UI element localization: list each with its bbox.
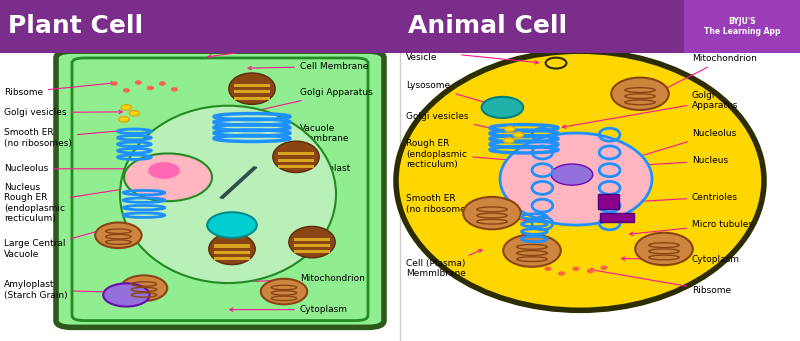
FancyBboxPatch shape <box>684 0 800 53</box>
Text: Centrioles: Centrioles <box>634 193 738 203</box>
Text: Golgi Apparatus: Golgi Apparatus <box>240 88 373 115</box>
Ellipse shape <box>207 212 257 238</box>
Ellipse shape <box>602 266 606 269</box>
Text: Animal Cell: Animal Cell <box>408 14 567 39</box>
Ellipse shape <box>160 82 166 85</box>
Ellipse shape <box>396 51 764 310</box>
Ellipse shape <box>514 132 524 137</box>
Ellipse shape <box>171 88 178 91</box>
Text: Golgi vesicles: Golgi vesicles <box>406 112 506 132</box>
Text: Cytoplasm: Cytoplasm <box>230 305 348 314</box>
Text: Pinocytotic
Vesicle: Pinocytotic Vesicle <box>406 42 538 64</box>
Ellipse shape <box>121 276 167 301</box>
Ellipse shape <box>95 223 142 248</box>
FancyBboxPatch shape <box>600 213 634 222</box>
FancyBboxPatch shape <box>56 51 384 327</box>
Ellipse shape <box>135 81 141 84</box>
Ellipse shape <box>111 82 117 85</box>
Ellipse shape <box>209 233 255 265</box>
Text: BYJU'S
The Learning App: BYJU'S The Learning App <box>704 17 781 36</box>
Text: Plant Cell: Plant Cell <box>8 14 143 39</box>
FancyBboxPatch shape <box>278 152 314 155</box>
FancyBboxPatch shape <box>214 257 250 260</box>
Ellipse shape <box>124 89 130 92</box>
FancyBboxPatch shape <box>278 165 314 168</box>
Ellipse shape <box>482 97 523 118</box>
Ellipse shape <box>120 106 336 283</box>
Text: Golgi vesicles: Golgi vesicles <box>4 108 122 117</box>
Text: Amyloplast
(Starch Grain): Amyloplast (Starch Grain) <box>4 280 122 299</box>
Text: Large Central
Vacuole: Large Central Vacuole <box>4 220 134 258</box>
Text: Druse
Crystal: Druse Crystal <box>240 222 332 241</box>
Ellipse shape <box>558 272 564 275</box>
Ellipse shape <box>118 117 129 122</box>
FancyBboxPatch shape <box>598 194 619 209</box>
Text: Mitochondrion: Mitochondrion <box>663 54 757 90</box>
FancyBboxPatch shape <box>214 251 250 254</box>
Ellipse shape <box>229 73 275 104</box>
FancyBboxPatch shape <box>294 238 330 241</box>
Text: Cell Membrane: Cell Membrane <box>248 62 369 71</box>
Text: Nucleolus: Nucleolus <box>588 129 736 173</box>
Ellipse shape <box>289 226 335 258</box>
Text: Nucleolus: Nucleolus <box>4 164 154 173</box>
Text: Raphide
Crystal: Raphide Crystal <box>240 184 337 209</box>
Ellipse shape <box>505 126 515 132</box>
FancyBboxPatch shape <box>234 84 270 87</box>
Text: Ribsome: Ribsome <box>590 268 731 295</box>
Ellipse shape <box>635 233 693 265</box>
Text: Lysosome: Lysosome <box>406 81 498 107</box>
Ellipse shape <box>273 141 319 173</box>
Ellipse shape <box>587 269 593 273</box>
FancyBboxPatch shape <box>278 159 314 162</box>
Text: Nucleus
Rough ER
(endoplasmic
recticulum): Nucleus Rough ER (endoplasmic recticulum… <box>4 183 134 223</box>
Text: Cell wall: Cell wall <box>208 37 338 58</box>
Ellipse shape <box>504 138 514 143</box>
FancyBboxPatch shape <box>294 244 330 247</box>
Ellipse shape <box>130 110 139 116</box>
Ellipse shape <box>122 105 131 110</box>
Text: Smooth ER
(no ribosomes): Smooth ER (no ribosomes) <box>406 194 530 223</box>
Text: Mitochondrion: Mitochondrion <box>222 275 365 284</box>
Text: Chloroplast: Chloroplast <box>294 158 351 173</box>
Ellipse shape <box>124 153 212 201</box>
Text: Smooth ER
(no ribosomes): Smooth ER (no ribosomes) <box>4 129 122 148</box>
Text: Nucleus: Nucleus <box>640 157 728 167</box>
FancyBboxPatch shape <box>0 0 800 53</box>
Ellipse shape <box>103 283 150 307</box>
FancyBboxPatch shape <box>234 90 270 93</box>
Text: Cell (Plasma)
Memmlbrane: Cell (Plasma) Memmlbrane <box>406 250 482 278</box>
Ellipse shape <box>261 279 307 305</box>
FancyBboxPatch shape <box>72 58 368 321</box>
Ellipse shape <box>503 235 561 267</box>
Ellipse shape <box>551 164 593 185</box>
Ellipse shape <box>546 58 566 69</box>
Text: Cytoplasm: Cytoplasm <box>622 255 740 264</box>
FancyBboxPatch shape <box>294 250 330 253</box>
Ellipse shape <box>147 86 154 90</box>
Ellipse shape <box>500 133 652 225</box>
Ellipse shape <box>546 267 550 270</box>
Text: Golgi
Apparatus: Golgi Apparatus <box>562 91 738 128</box>
Ellipse shape <box>611 77 669 110</box>
Text: Micro tubules: Micro tubules <box>630 220 753 236</box>
Text: Ribsome: Ribsome <box>4 81 114 97</box>
Text: Vacuole
Membrane: Vacuole Membrane <box>248 124 349 146</box>
Ellipse shape <box>149 163 179 178</box>
Ellipse shape <box>463 197 521 229</box>
FancyBboxPatch shape <box>214 244 250 248</box>
FancyBboxPatch shape <box>234 97 270 100</box>
Bar <box>220 167 257 198</box>
Text: Rough ER
(endoplasmic
recticulum): Rough ER (endoplasmic recticulum) <box>406 139 530 169</box>
Ellipse shape <box>573 267 578 270</box>
